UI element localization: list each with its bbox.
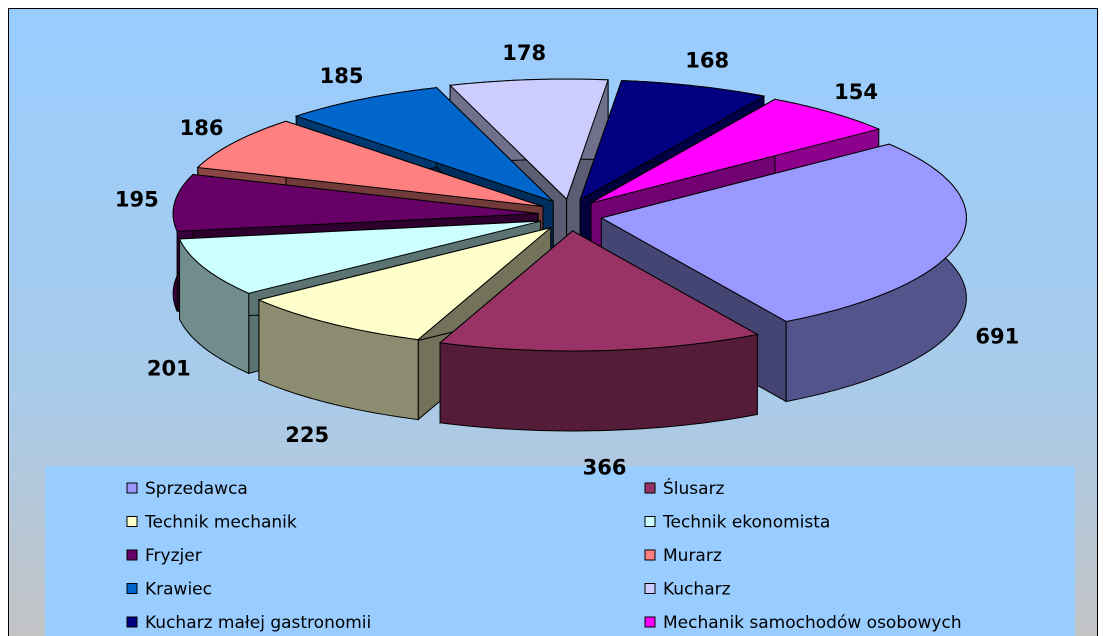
legend: Sprzedawca Ślusarz Technik mechanik Technik… [126, 477, 962, 633]
data-label: 168 [685, 48, 729, 72]
data-label: 225 [285, 423, 329, 447]
slice-top [257, 227, 551, 341]
legend-box [45, 466, 1075, 636]
legend-swatch [644, 616, 656, 628]
legend-swatch [644, 516, 656, 527]
data-label: 691 [975, 324, 1019, 348]
data-label: 185 [320, 64, 364, 88]
legend-label: Fryzjer [145, 546, 202, 566]
slice-top [294, 87, 554, 202]
legend-label: Technik mechanik [144, 513, 297, 533]
slice-top [449, 78, 609, 200]
legend-label: Sprzedawca [145, 479, 248, 499]
legend-label: Mechanik samochodów osobowych [663, 613, 962, 633]
legend-swatch [644, 482, 656, 494]
legend-label: Technik ekonomista [662, 513, 830, 533]
legend-swatch [126, 482, 138, 494]
legend-swatch [644, 549, 656, 561]
legend-swatch [126, 549, 138, 561]
legend-label: Ślusarz [663, 477, 725, 499]
legend-swatch [126, 616, 138, 628]
slice [438, 229, 759, 432]
data-label: 366 [583, 455, 627, 479]
data-label: 178 [502, 41, 546, 65]
legend-label: Kucharz [663, 580, 731, 600]
pie: 691 366 225 201 195 186 185 178 168 154 [115, 41, 1019, 480]
legend-label: Kucharz małej gastronomii [145, 613, 371, 633]
legend-swatch [126, 583, 138, 594]
legend-swatch [126, 516, 138, 527]
slice-top [438, 230, 759, 352]
slice-top [178, 220, 541, 294]
slice-top [172, 173, 539, 232]
slice-top [590, 98, 881, 204]
data-label: 154 [834, 80, 878, 104]
data-label: 195 [115, 187, 159, 211]
slice-top [600, 143, 967, 323]
data-label: 186 [180, 116, 224, 140]
slice-top [196, 120, 544, 207]
slice-top [579, 80, 766, 201]
legend-swatch [644, 583, 656, 594]
legend-label: Murarz [663, 546, 722, 566]
legend-label: Krawiec [145, 580, 212, 600]
data-label: 201 [147, 357, 191, 381]
